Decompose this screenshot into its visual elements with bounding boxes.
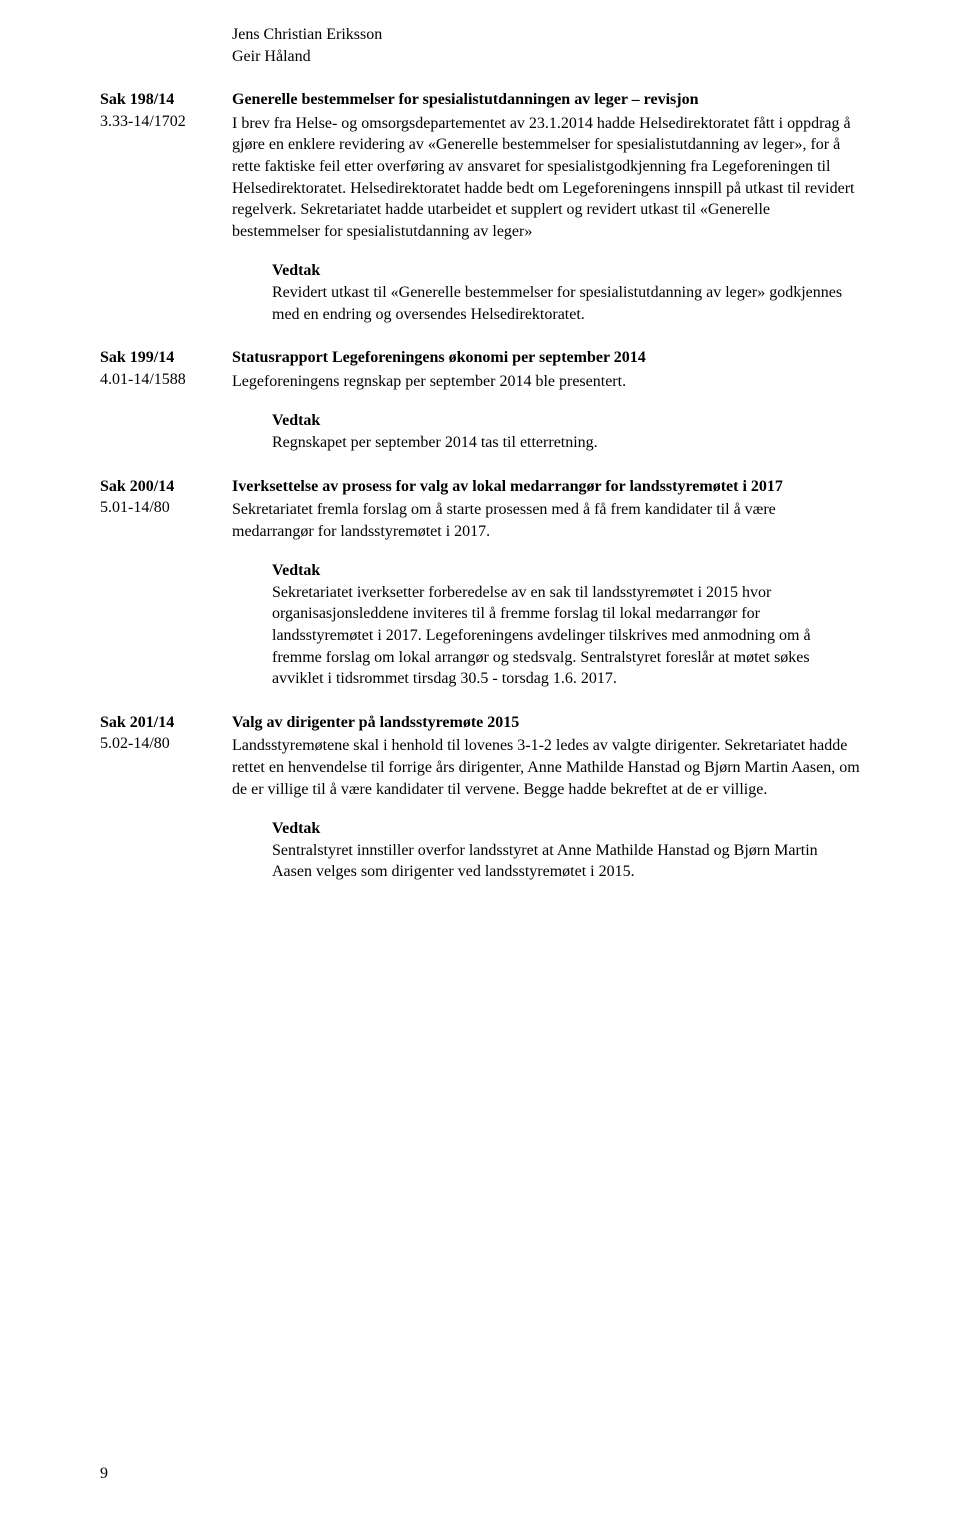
sak-left: Sak 199/14 4.01-14/1588 bbox=[100, 347, 232, 390]
vedtak-block: Vedtak Sentralstyret innstiller overfor … bbox=[272, 818, 860, 883]
sak-body: Legeforeningens regnskap per september 2… bbox=[232, 371, 860, 393]
sak-right: Statusrapport Legeforeningens økonomi pe… bbox=[232, 347, 860, 453]
sak-item: Sak 200/14 5.01-14/80 Iverksettelse av p… bbox=[100, 476, 860, 690]
vedtak-block: Vedtak Sekretariatet iverksetter forbere… bbox=[272, 560, 860, 690]
sak-left: Sak 200/14 5.01-14/80 bbox=[100, 476, 232, 519]
sak-body: Sekretariatet fremla forslag om å starte… bbox=[232, 499, 860, 542]
sak-ref: 4.01-14/1588 bbox=[100, 369, 232, 391]
name-line: Jens Christian Eriksson bbox=[232, 24, 860, 46]
sak-title: Iverksettelse av prosess for valg av lok… bbox=[232, 476, 860, 498]
sak-item: Sak 201/14 5.02-14/80 Valg av dirigenter… bbox=[100, 712, 860, 883]
sak-ref: 5.01-14/80 bbox=[100, 497, 232, 519]
vedtak-block: Vedtak Regnskapet per september 2014 tas… bbox=[272, 410, 860, 453]
sak-title: Generelle bestemmelser for spesialistutd… bbox=[232, 89, 860, 111]
vedtak-text: Sekretariatet iverksetter forberedelse a… bbox=[272, 582, 860, 690]
sak-left: Sak 201/14 5.02-14/80 bbox=[100, 712, 232, 755]
vedtak-label: Vedtak bbox=[272, 560, 860, 582]
sak-right: Iverksettelse av prosess for valg av lok… bbox=[232, 476, 860, 690]
sak-right: Valg av dirigenter på landsstyremøte 201… bbox=[232, 712, 860, 883]
vedtak-label: Vedtak bbox=[272, 818, 860, 840]
vedtak-label: Vedtak bbox=[272, 410, 860, 432]
sak-title: Valg av dirigenter på landsstyremøte 201… bbox=[232, 712, 860, 734]
sak-title: Statusrapport Legeforeningens økonomi pe… bbox=[232, 347, 860, 369]
sak-right: Generelle bestemmelser for spesialistutd… bbox=[232, 89, 860, 325]
sak-id: Sak 198/14 bbox=[100, 89, 232, 111]
names-block: Jens Christian Eriksson Geir Håland bbox=[232, 24, 860, 67]
page-number: 9 bbox=[100, 1463, 108, 1485]
vedtak-text: Revidert utkast til «Generelle bestemmel… bbox=[272, 282, 860, 325]
sak-left: Sak 198/14 3.33-14/1702 bbox=[100, 89, 232, 132]
name-line: Geir Håland bbox=[232, 46, 860, 68]
sak-ref: 5.02-14/80 bbox=[100, 733, 232, 755]
vedtak-label: Vedtak bbox=[272, 260, 860, 282]
vedtak-text: Sentralstyret innstiller overfor landsst… bbox=[272, 840, 860, 883]
sak-item: Sak 198/14 3.33-14/1702 Generelle bestem… bbox=[100, 89, 860, 325]
sak-item: Sak 199/14 4.01-14/1588 Statusrapport Le… bbox=[100, 347, 860, 453]
sak-id: Sak 199/14 bbox=[100, 347, 232, 369]
vedtak-block: Vedtak Revidert utkast til «Generelle be… bbox=[272, 260, 860, 325]
sak-ref: 3.33-14/1702 bbox=[100, 111, 232, 133]
vedtak-text: Regnskapet per september 2014 tas til et… bbox=[272, 432, 860, 454]
sak-body: Landsstyremøtene skal i henhold til love… bbox=[232, 735, 860, 800]
sak-id: Sak 201/14 bbox=[100, 712, 232, 734]
sak-id: Sak 200/14 bbox=[100, 476, 232, 498]
sak-body: I brev fra Helse- og omsorgsdepartemente… bbox=[232, 113, 860, 243]
